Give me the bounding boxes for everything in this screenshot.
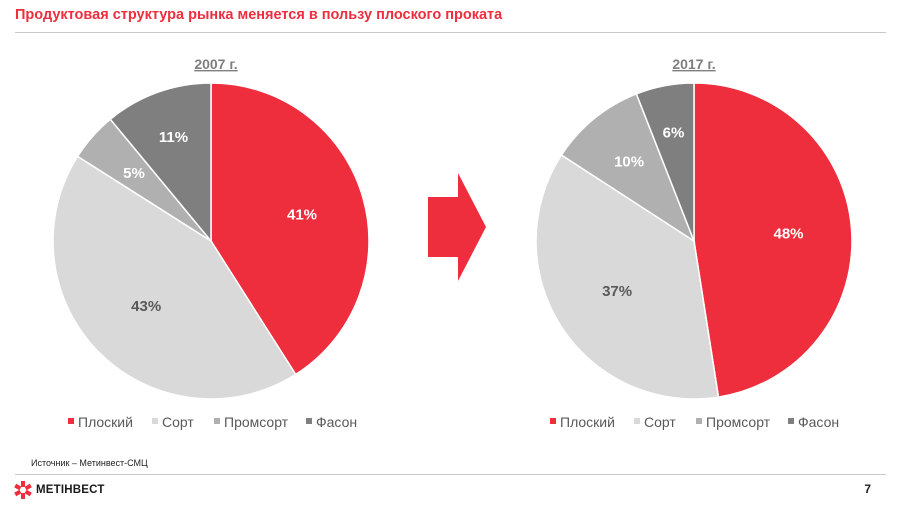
data-label-fason: 11% xyxy=(159,129,188,146)
pie-slice-sort xyxy=(535,153,720,400)
data-label-plosky: 48% xyxy=(773,226,803,243)
page-title: Продуктовая структура рынка меняется в п… xyxy=(15,7,503,23)
legend-swatch-promsort xyxy=(214,418,220,424)
arrow-right-icon xyxy=(428,173,486,281)
page-number: 7 xyxy=(864,482,871,496)
pie-slice-plosky xyxy=(210,82,370,376)
data-label-fason: 6% xyxy=(663,124,685,141)
legend-label-plosky: Плоский xyxy=(78,414,133,430)
legend-swatch-plosky xyxy=(68,418,74,424)
legend-swatch-sort xyxy=(152,418,158,424)
legend-label-promsort: Промсорт xyxy=(224,414,289,430)
data-label-sort: 43% xyxy=(131,298,161,315)
legend-swatch-fason xyxy=(306,418,312,424)
chart-title-2017: 2017 г. xyxy=(672,56,715,72)
data-label-plosky: 41% xyxy=(287,207,317,224)
legend-label-fason: Фасон xyxy=(798,414,839,430)
pie-slice-fason xyxy=(109,82,212,244)
data-label-promsort: 10% xyxy=(614,153,644,170)
chart-title-2007: 2007 г. xyxy=(194,56,237,72)
legend-label-sort: Сорт xyxy=(162,414,194,430)
brand-logo: МЕТІНВЕСТ xyxy=(14,481,105,499)
brand-name: МЕТІНВЕСТ xyxy=(36,484,105,496)
pie-slice-plosky xyxy=(693,82,853,398)
legend-swatch-sort xyxy=(634,418,640,424)
pie-slice-promsort xyxy=(560,92,696,243)
pie-slice-fason xyxy=(635,82,695,242)
data-label-promsort: 5% xyxy=(123,165,145,182)
legend-2017: Плоский Сорт Промсорт Фасон xyxy=(550,414,839,430)
pie-slice-sort xyxy=(52,155,297,400)
legend-label-fason: Фасон xyxy=(316,414,357,430)
pie-2007: 41% 43% 5% 11% xyxy=(52,82,370,400)
legend-label-sort: Сорт xyxy=(644,414,676,430)
data-label-sort: 37% xyxy=(602,283,632,300)
legend-swatch-plosky xyxy=(550,418,556,424)
footer-divider xyxy=(15,474,886,475)
header-divider xyxy=(15,32,886,33)
legend-swatch-fason xyxy=(788,418,794,424)
legend-swatch-promsort xyxy=(696,418,702,424)
legend-label-plosky: Плоский xyxy=(560,414,615,430)
legend-2007: Плоский Сорт Промсорт Фасон xyxy=(68,414,357,430)
metinvest-logo-icon xyxy=(14,481,32,499)
pie-2017: 48% 37% 10% 6% xyxy=(535,82,853,400)
source-note: Источник – Метинвест-СМЦ xyxy=(31,458,148,468)
legend-label-promsort: Промсорт xyxy=(706,414,771,430)
